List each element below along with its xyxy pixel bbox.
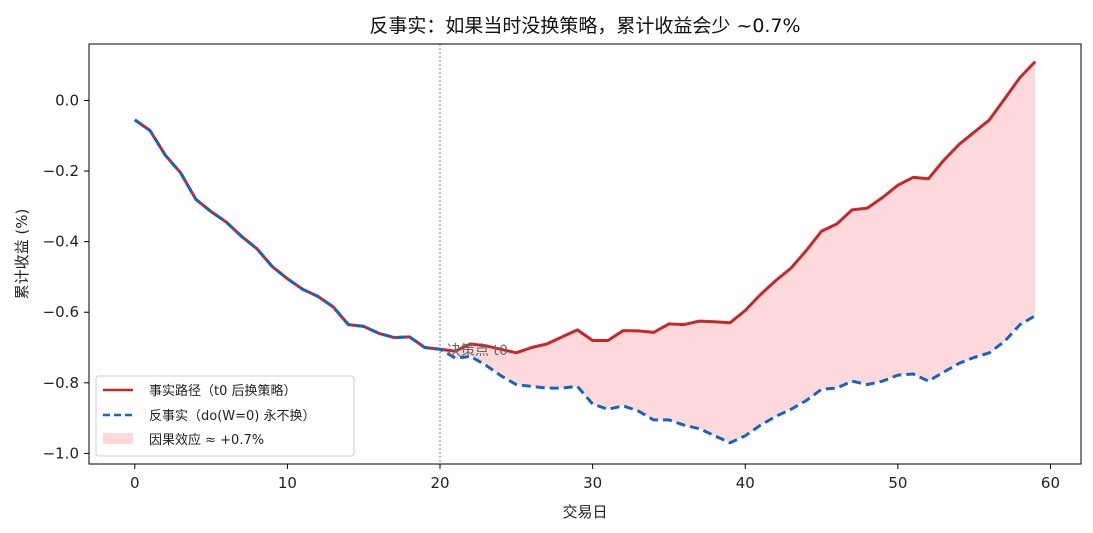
y-tick-label: −0.4 [43, 233, 79, 251]
x-tick-label: 0 [130, 474, 140, 492]
series-line-counterfactual [133, 118, 1036, 445]
x-tick-label: 30 [583, 474, 602, 492]
legend-box [95, 375, 355, 457]
x-axis: 0 10 20 30 40 50 60 [130, 464, 1060, 492]
effect-fill-area [440, 61, 1036, 443]
chart-title: 反事实：如果当时没换策略，累计收益会少 ~0.7% [369, 15, 800, 37]
effect-fill-layer [440, 61, 1036, 443]
y-tick-label: 0.0 [55, 91, 79, 109]
legend-label-factual: 事实路径（t0 后换策略） [149, 383, 297, 399]
y-tick-label: −1.0 [43, 444, 79, 462]
y-axis: 0.0 −0.2 −0.4 −0.6 −0.8 −1.0 [43, 91, 89, 462]
y-tick-label: −0.6 [43, 303, 79, 321]
y-tick-label: −0.2 [43, 162, 79, 180]
x-tick-label: 50 [888, 474, 907, 492]
x-tick-label: 10 [278, 474, 297, 492]
legend-swatch-effect [103, 433, 133, 444]
decision-point-annotation: 决策点 t0 [447, 342, 508, 359]
legend-label-counterfactual: 反事实（do(W=0) 永不换） [149, 409, 316, 424]
series-line-factual [133, 60, 1037, 355]
series-layer [133, 60, 1037, 445]
x-tick-label: 40 [736, 474, 755, 492]
legend: 事实路径（t0 后换策略） 反事实（do(W=0) 永不换） 因果效应 ≈ +0… [95, 375, 355, 457]
y-axis-title: 累计收益 (%) [13, 209, 31, 300]
x-tick-label: 60 [1041, 474, 1060, 492]
y-tick-label: −0.8 [43, 374, 79, 392]
legend-label-effect: 因果效应 ≈ +0.7% [149, 432, 264, 448]
x-axis-title: 交易日 [562, 503, 607, 521]
plot-frame [88, 43, 1082, 465]
x-tick-label: 20 [430, 474, 449, 492]
